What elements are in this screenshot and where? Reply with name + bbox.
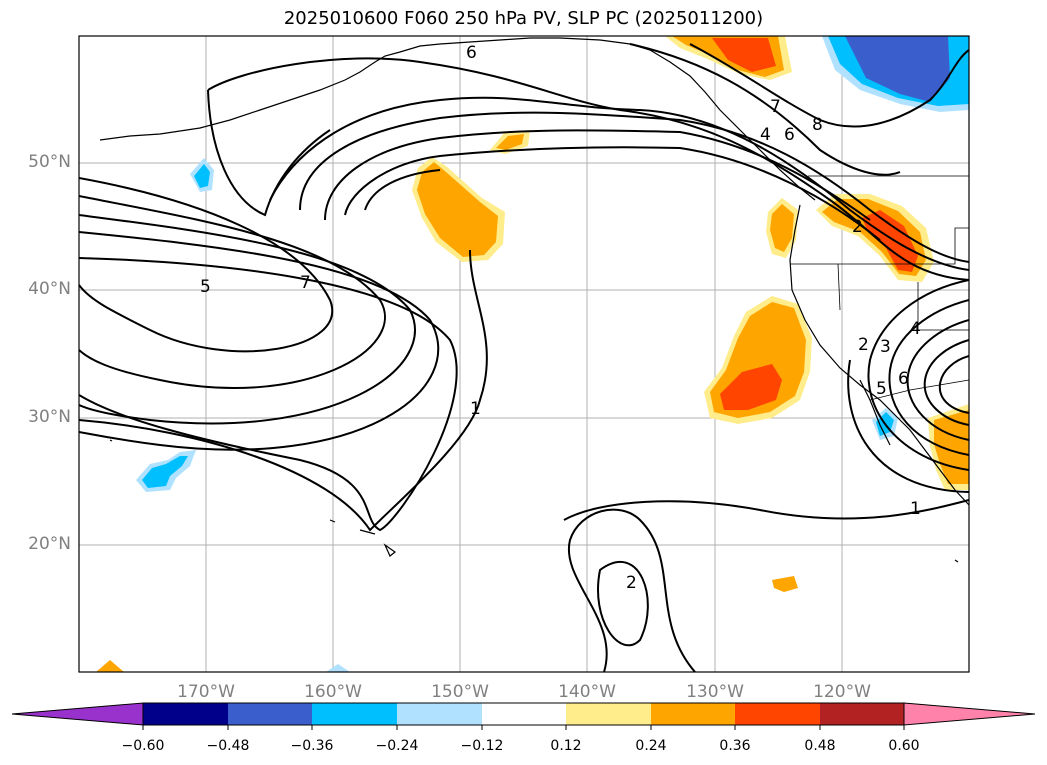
colorbar-tick-label: −0.36: [290, 738, 334, 754]
contour-label: 2: [626, 573, 637, 593]
contour-label: 4: [910, 319, 921, 339]
colorbar-bin: [735, 703, 820, 725]
pv-positive-area: [934, 410, 969, 484]
contour-label: 1: [910, 499, 921, 519]
contour-label: 7: [770, 97, 781, 117]
lon-label: 150°W: [431, 682, 489, 702]
colorbar-tick-label: −0.48: [206, 738, 250, 754]
pv-positive-area: [862, 210, 918, 272]
political-borders: [790, 175, 969, 401]
contour-label: 5: [876, 379, 887, 399]
lon-label: 160°W: [304, 682, 362, 702]
contour-label: 6: [466, 43, 477, 63]
contour-label: 6: [898, 369, 909, 389]
contour-label: 2: [852, 217, 863, 237]
lon-label: 120°W: [813, 682, 871, 702]
colorbar-tick-label: −0.24: [375, 738, 419, 754]
colorbar-bin: [820, 703, 904, 725]
lon-label: 130°W: [686, 682, 744, 702]
contour-label: 8: [812, 115, 823, 135]
colorbar-bin: [143, 703, 228, 725]
coastlines: [99, 37, 969, 563]
contour-label: 4: [760, 125, 771, 145]
pv-positive-area: [772, 576, 798, 592]
colorbar-tick-label: 0.36: [719, 738, 751, 754]
lon-label: 170°W: [177, 682, 235, 702]
colorbar-tick-label: 0.60: [888, 738, 920, 754]
colorbar: [11, 702, 1036, 730]
pv-positive-area: [417, 162, 498, 257]
slp-contours: [79, 43, 969, 672]
colorbar-extend-high: [903, 702, 1036, 726]
colorbar-bin: [312, 703, 397, 725]
pv-positive-area: [720, 364, 782, 410]
pv-positive-area: [770, 204, 794, 252]
colorbar-bin: [651, 703, 735, 725]
map-title: 2025010600 F060 250 hPa PV, SLP PC (2025…: [283, 8, 764, 29]
map-frame: [78, 35, 970, 673]
contour-label: 7: [300, 273, 311, 293]
colorbar-bin: [482, 703, 566, 725]
contour-label: 2: [858, 335, 869, 355]
contour-label-group: 6 7 5 1 2 7 4 6 8 2 2 3 4 5 6 1: [200, 43, 921, 593]
colorbar-tick-label: −0.12: [460, 738, 504, 754]
colorbar-tick-label: 0.12: [550, 738, 582, 754]
pv-negative-area: [845, 36, 950, 102]
colorbar-tick-label: 0.24: [635, 738, 667, 754]
pv-negative-area: [142, 456, 188, 488]
contour-label: 6: [784, 125, 795, 145]
pv-positive-area: [96, 660, 124, 672]
colorbar-tick-label: 0.48: [804, 738, 836, 754]
graticule: [79, 36, 969, 672]
lat-label: 40°N: [28, 279, 71, 299]
lat-label: 20°N: [28, 534, 71, 554]
colorbar-bin: [228, 703, 312, 725]
contour-label: 5: [200, 277, 211, 297]
colorbar-bin: [397, 703, 482, 725]
colorbar-tick-label: −0.60: [121, 738, 165, 754]
contour-label: 3: [880, 337, 891, 357]
colorbar-frame: [142, 702, 905, 726]
pv-negative-area: [194, 164, 210, 188]
lat-label: 30°N: [28, 407, 71, 427]
pv-positive-area: [496, 134, 524, 150]
lon-label: 140°W: [558, 682, 616, 702]
contour-label: 1: [470, 399, 481, 419]
pv-positive-area: [712, 38, 776, 72]
colorbar-extend-low: [11, 702, 144, 726]
pv-negative-area: [326, 664, 350, 672]
lat-label: 50°N: [28, 152, 71, 172]
colorbar-bin: [566, 703, 651, 725]
